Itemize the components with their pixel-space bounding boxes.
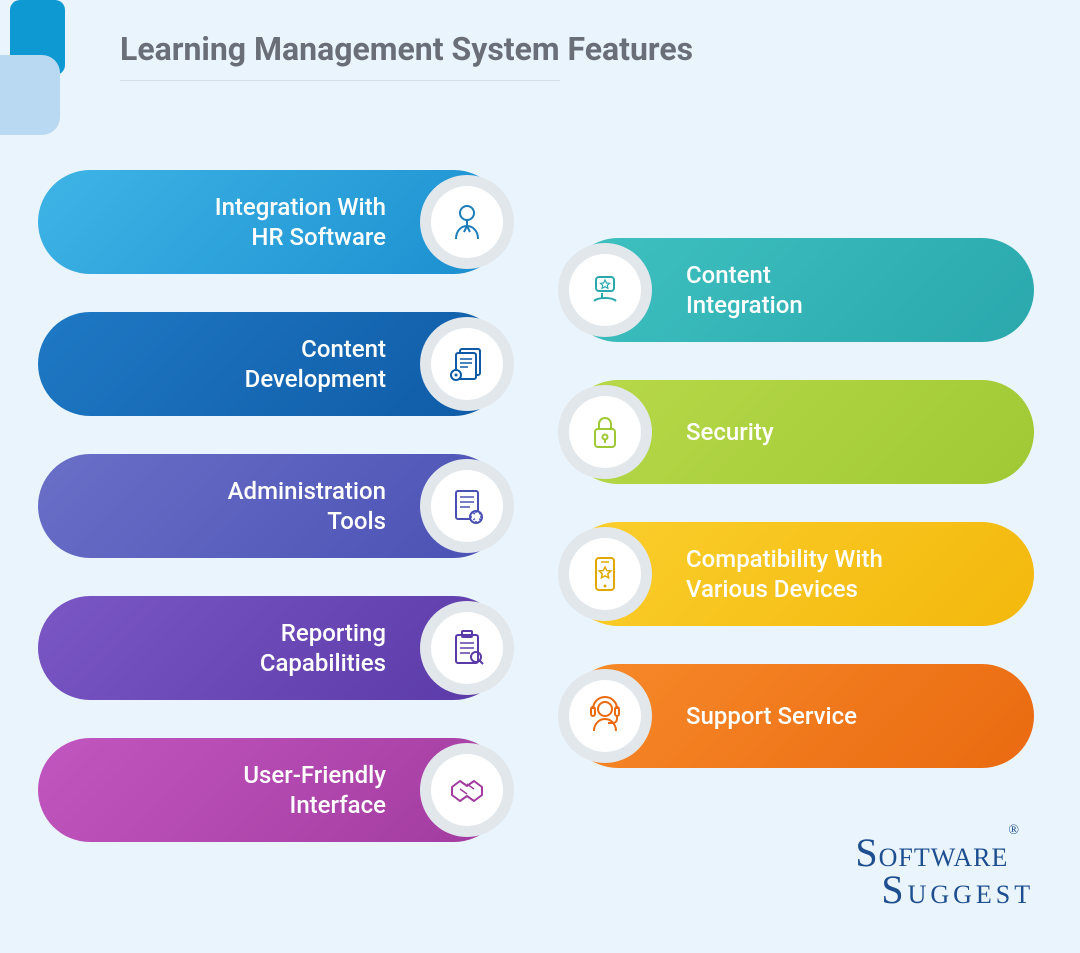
logo-letter-s2: S	[881, 867, 907, 912]
feature-pill-left-3: Reporting Capabilities	[38, 596, 506, 700]
icon-badge-inner	[431, 754, 503, 826]
icon-badge-inner	[431, 612, 503, 684]
docs-gear-icon	[446, 343, 488, 385]
right-column: Content Integration Security Compatibility…	[566, 238, 1034, 842]
icon-badge-outer	[420, 601, 514, 695]
icon-badge-inner	[431, 470, 503, 542]
page-title: Learning Management System Features	[120, 30, 693, 68]
icon-badge-inner	[431, 186, 503, 258]
feature-label: Content Development	[245, 334, 386, 394]
person-icon	[446, 201, 488, 243]
infographic-canvas: Learning Management System Features Inte…	[0, 0, 1080, 953]
feature-pill-left-0: Integration With HR Software	[38, 170, 506, 274]
lock-icon	[584, 411, 626, 453]
feature-label: Content Integration	[686, 260, 803, 320]
feature-pill-left-1: Content Development	[38, 312, 506, 416]
icon-badge-outer	[558, 669, 652, 763]
logo-softwaresuggest: SOFTWARE® SUGGEST	[855, 829, 1020, 923]
feature-pill-right-1: Security	[566, 380, 1034, 484]
icon-badge-inner	[569, 254, 641, 326]
doc-gear-icon	[446, 485, 488, 527]
icon-badge-outer	[558, 385, 652, 479]
registered-symbol: ®	[1008, 823, 1020, 838]
columns: Integration With HR Software Content Deve…	[38, 170, 1034, 842]
icon-badge-inner	[569, 680, 641, 752]
icon-badge-outer	[558, 243, 652, 337]
feature-label: User-Friendly Interface	[243, 760, 386, 820]
clipboard-icon	[446, 627, 488, 669]
feature-label: Reporting Capabilities	[260, 618, 386, 678]
icon-badge-outer	[558, 527, 652, 621]
headset-icon	[584, 695, 626, 737]
feature-label: Compatibility With Various Devices	[686, 544, 883, 604]
handshake-icon	[446, 769, 488, 811]
feature-pill-right-2: Compatibility With Various Devices	[566, 522, 1034, 626]
feature-pill-right-0: Content Integration	[566, 238, 1034, 342]
logo-letter-s: S	[855, 830, 878, 875]
icon-badge-inner	[569, 396, 641, 468]
feature-pill-left-2: Administration Tools	[38, 454, 506, 558]
left-column: Integration With HR Software Content Deve…	[38, 170, 506, 842]
icon-badge-outer	[420, 175, 514, 269]
phone-star-icon	[584, 553, 626, 595]
decoration-large	[0, 55, 60, 135]
feature-pill-left-4: User-Friendly Interface	[38, 738, 506, 842]
hand-star-icon	[584, 269, 626, 311]
feature-label: Integration With HR Software	[215, 192, 386, 252]
feature-pill-right-3: Support Service	[566, 664, 1034, 768]
icon-badge-outer	[420, 317, 514, 411]
icon-badge-inner	[431, 328, 503, 400]
feature-label: Administration Tools	[228, 476, 386, 536]
title-underline	[120, 80, 560, 81]
feature-label: Support Service	[686, 701, 857, 731]
icon-badge-outer	[420, 459, 514, 553]
logo-line2-rest: UGGEST	[908, 880, 1035, 909]
icon-badge-outer	[420, 743, 514, 837]
feature-label: Security	[686, 417, 774, 447]
icon-badge-inner	[569, 538, 641, 610]
